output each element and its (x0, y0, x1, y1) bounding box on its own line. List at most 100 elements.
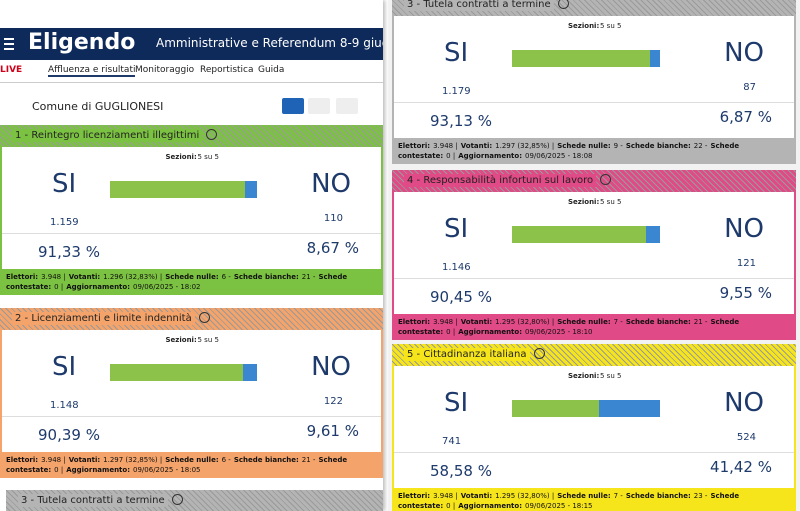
card-footer: Elettori: 3.948 | Votanti: 1.296 (32,83%) |… (0, 269, 383, 295)
footer-key: Elettori: (6, 456, 39, 464)
yes-votes: 1.146 (442, 262, 471, 273)
election-title: Amministrative e Referendum 8-9 giugno 2 (156, 36, 383, 50)
no-label: NO (724, 388, 764, 418)
yes-percent: 90,39 % (38, 426, 100, 444)
info-icon[interactable] (600, 174, 612, 185)
yes-votes: 1.148 (50, 400, 79, 411)
info-icon[interactable] (206, 129, 218, 140)
footer-key: Schede contestate: (398, 318, 740, 336)
yes-label: SI (52, 169, 77, 199)
footer-key: Schede contestate: (398, 142, 740, 160)
footer-value: 1.295 (32,80%) | (495, 318, 555, 326)
view-button[interactable] (336, 98, 358, 114)
breadcrumb-row: Comune di GUGLIONESI (0, 92, 383, 120)
no-bar (244, 181, 258, 198)
divider (2, 416, 381, 417)
nav-tab[interactable]: Reportistica (200, 65, 254, 75)
no-votes: 121 (736, 258, 756, 269)
footer-value: 6 - (221, 456, 231, 464)
footer-value: 7 - (613, 318, 623, 326)
footer-key: Elettori: (398, 142, 431, 150)
nav-tab[interactable]: Affluenza e risultati (48, 65, 136, 77)
card-header: 1 - Reintegro licenziamenti illegittimi (0, 125, 383, 147)
no-percent: 9,55 % (719, 284, 772, 302)
nav-tab[interactable]: Monitoraggio (135, 65, 195, 75)
card-header: 4 - Responsabilità infortuni sul lavoro (392, 170, 796, 192)
no-label: NO (311, 352, 351, 382)
footer-value: 09/06/2025 - 18:08 (525, 152, 593, 160)
footer-value: 0 | (446, 328, 456, 336)
yes-votes: 1.179 (442, 86, 471, 97)
card-header: 3 - Tutela contratti a termine (6, 490, 383, 511)
info-icon[interactable] (533, 348, 545, 359)
yes-label: SI (444, 38, 469, 68)
footer-key: Schede nulle: (165, 456, 219, 464)
footer-key: Votanti: (460, 492, 493, 500)
no-label: NO (724, 38, 764, 68)
yes-label: SI (444, 214, 469, 244)
live-tab[interactable]: LIVE (0, 65, 23, 75)
no-percent: 9,61 % (306, 422, 359, 440)
footer-key: Elettori: (6, 273, 39, 281)
menu-icon[interactable] (4, 36, 24, 52)
sections-key: Sezioni: (165, 336, 197, 344)
footer-key: Schede contestate: (398, 492, 740, 510)
footer-value: 21 - (301, 273, 316, 281)
nav-tab[interactable]: Guida (258, 65, 285, 75)
footer-value: 0 | (54, 466, 64, 474)
view-button[interactable] (282, 98, 304, 114)
footer-value: 3.948 | (433, 142, 458, 150)
footer-value: 3.948 | (41, 456, 66, 464)
footer-value: 09/06/2025 - 18:05 (133, 466, 201, 474)
footer-key: Schede bianche: (625, 142, 691, 150)
yes-percent: 90,45 % (430, 288, 492, 306)
footer-key: Schede bianche: (233, 273, 299, 281)
footer-key: Schede contestate: (6, 273, 348, 291)
footer-key: Votanti: (68, 273, 101, 281)
card-body: Sezioni: 5 su 5 SI NO 741 524 58,58 % 41,42 % (392, 366, 796, 488)
footer-key: Elettori: (398, 318, 431, 326)
card-header: 2 - Licenziamenti e limite indennità (0, 308, 383, 330)
no-label: NO (311, 169, 351, 199)
footer-key: Schede nulle: (557, 318, 611, 326)
view-button[interactable] (308, 98, 330, 114)
no-percent: 41,42 % (710, 458, 772, 476)
divider (394, 102, 794, 103)
divider (394, 278, 794, 279)
yes-percent: 93,13 % (430, 112, 492, 130)
info-icon[interactable] (557, 0, 569, 9)
card-footer: Elettori: 3.948 | Votanti: 1.297 (32,85%) |… (0, 452, 383, 478)
municipality[interactable]: Comune di GUGLIONESI (32, 100, 164, 113)
no-votes: 87 (743, 82, 756, 93)
divider (394, 452, 794, 453)
card-title: 2 - Licenziamenti e limite indennità (12, 311, 195, 325)
footer-key: Schede nulle: (557, 492, 611, 500)
footer-value: 0 | (446, 502, 456, 510)
yes-votes: 1.159 (50, 217, 79, 228)
yes-votes: 741 (442, 436, 462, 447)
footer-value: 09/06/2025 - 18:02 (133, 283, 201, 291)
footer-value: 09/06/2025 - 18:10 (525, 328, 593, 336)
sections-value: 5 su 5 (600, 198, 622, 206)
footer-key: Schede bianche: (233, 456, 299, 464)
sections-key: Sezioni: (568, 22, 600, 30)
info-icon[interactable] (198, 312, 210, 323)
result-card: 1 - Reintegro licenziamenti illegittimi S… (0, 125, 383, 295)
result-card: 3 - Tutela contratti a termine (6, 490, 383, 511)
footer-value: 0 | (446, 152, 456, 160)
footer-value: 1.295 (32,80%) | (495, 492, 555, 500)
yes-bar (512, 50, 650, 67)
sections-key: Sezioni: (568, 372, 600, 380)
card-body: Sezioni: 5 su 5 SI NO 1.146 121 90,45 % 9,55 % (392, 192, 796, 314)
sections-key: Sezioni: (165, 153, 197, 161)
yes-bar (512, 226, 646, 243)
card-footer: Elettori: 3.948 | Votanti: 1.295 (32,80%) |… (392, 314, 796, 340)
app-window: Eligendo Amministrative e Referendum 8-9… (0, 0, 383, 511)
logo[interactable]: Eligendo (28, 30, 136, 55)
yes-label: SI (444, 388, 469, 418)
info-icon[interactable] (171, 494, 183, 505)
card-footer: Elettori: 3.948 | Votanti: 1.297 (32,85%) |… (392, 138, 796, 164)
no-bar (243, 364, 258, 381)
card-title: 3 - Tutela contratti a termine (18, 493, 168, 507)
